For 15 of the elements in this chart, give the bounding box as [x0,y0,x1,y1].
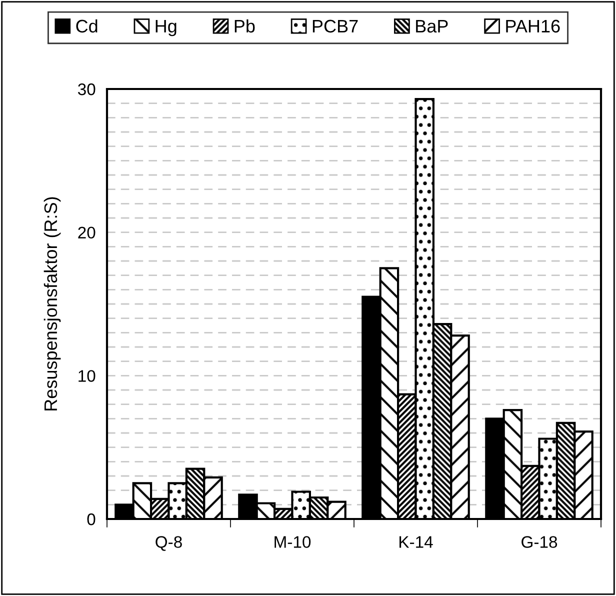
legend-label: PCB7 [312,20,358,33]
x-tick-label: M-10 [274,536,311,548]
legend-label: Cd [76,19,98,33]
legend-label: Pb [234,19,255,33]
x-tick-label: Q-8 [156,536,182,551]
legend-label: Hg [156,20,176,36]
y-tick-label: 0 [87,513,96,526]
x-tick-label: K-14 [400,536,433,548]
legend-label: BaP [416,20,448,33]
y-tick-label: 30 [78,83,96,96]
y-tick-label: 20 [78,226,96,239]
y-axis-title: Resuspensjonsfaktor (R:S) [44,197,61,410]
x-tick-label: G-18 [522,536,558,548]
legend-label: PAH16 [506,20,560,33]
y-tick-label: 10 [78,370,96,382]
